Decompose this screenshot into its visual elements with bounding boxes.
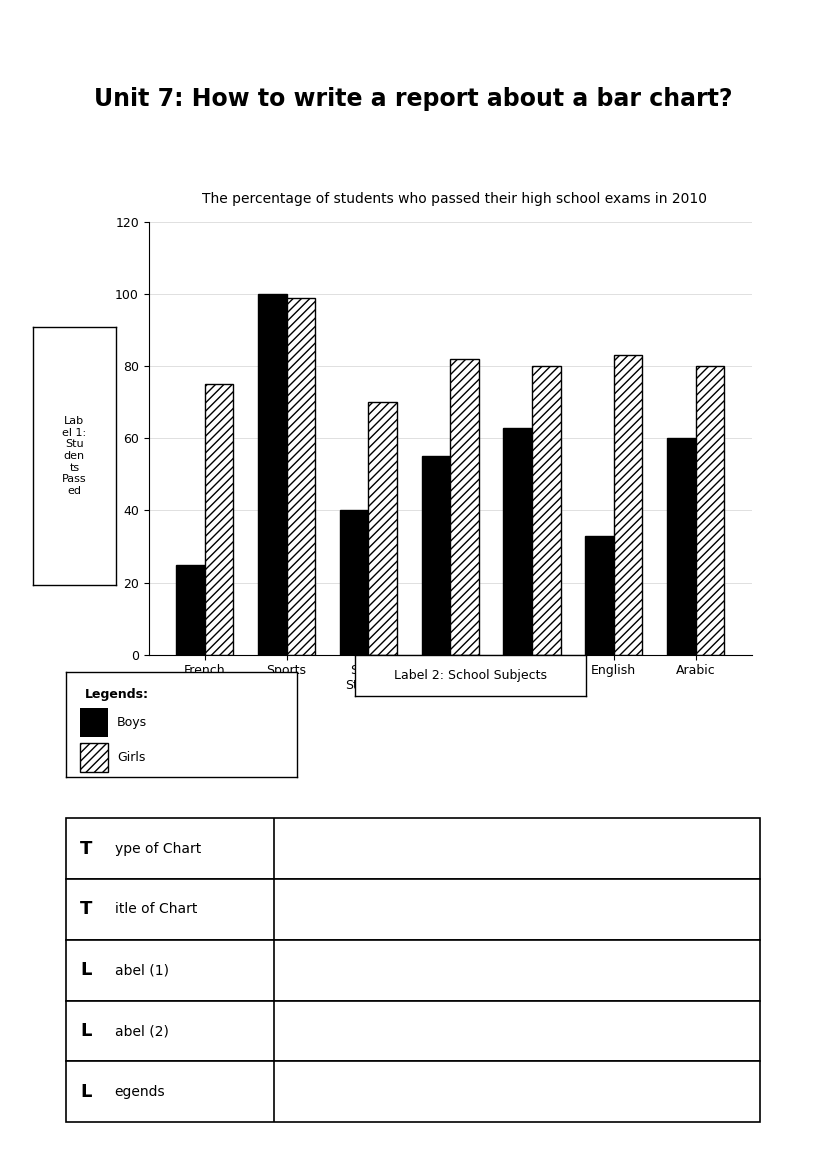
Text: itle of Chart: itle of Chart [115, 902, 197, 916]
Bar [287, 298, 316, 655]
Bar [80, 742, 107, 773]
Text: Lab
el 1:
Stu
den
ts
Pass
ed: Lab el 1: Stu den ts Pass ed [62, 416, 87, 496]
Bar [421, 456, 450, 655]
Text: egends: egends [115, 1085, 165, 1099]
Text: Legends:: Legends: [84, 687, 149, 701]
Text: abel (1): abel (1) [115, 963, 169, 977]
Text: Boys: Boys [117, 717, 147, 729]
Text: T: T [80, 839, 93, 858]
Text: L: L [80, 961, 92, 980]
Bar [695, 366, 724, 655]
Text: Unit 7: How to write a report about a bar chart?: Unit 7: How to write a report about a ba… [93, 88, 733, 111]
Text: T: T [80, 900, 93, 919]
Bar [258, 295, 287, 655]
Bar [614, 355, 643, 655]
Bar [66, 1061, 760, 1122]
Text: Girls: Girls [117, 750, 145, 763]
Bar [339, 511, 368, 655]
Bar [205, 385, 234, 655]
Text: Label 2: School Subjects: Label 2: School Subjects [394, 669, 548, 682]
Text: ype of Chart: ype of Chart [115, 842, 201, 856]
Bar [503, 428, 532, 655]
Bar [66, 818, 760, 879]
Text: L: L [80, 1022, 92, 1040]
Bar [66, 940, 760, 1001]
Bar [66, 879, 760, 940]
Text: abel (2): abel (2) [115, 1024, 169, 1038]
Bar [80, 708, 107, 738]
Bar [450, 359, 479, 655]
Bar [176, 565, 205, 655]
Bar [585, 535, 614, 655]
Bar [66, 1001, 760, 1061]
Text: L: L [80, 1082, 92, 1101]
Bar [532, 366, 561, 655]
Bar [368, 402, 397, 655]
Text: The percentage of students who passed their high school exams in 2010: The percentage of students who passed th… [202, 192, 707, 206]
Bar [667, 438, 695, 655]
